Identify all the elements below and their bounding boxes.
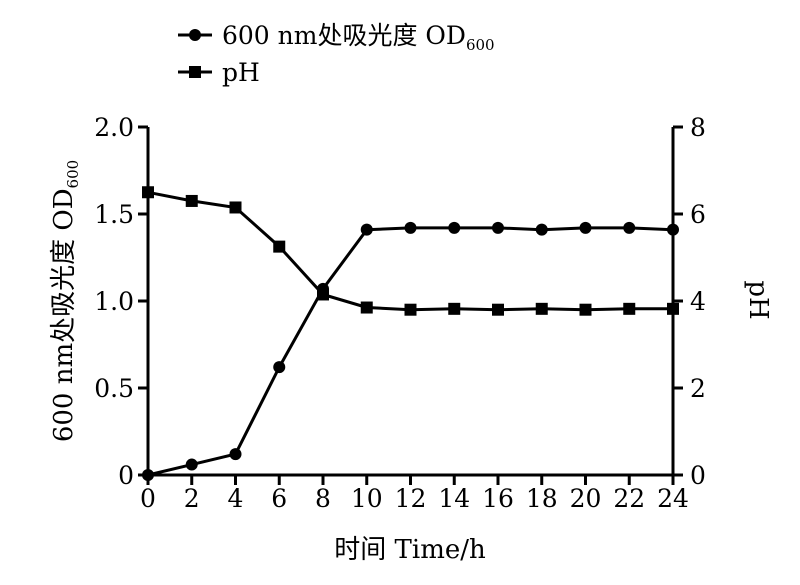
left-y-tick-label: 0 [118, 461, 134, 490]
od600-point [492, 221, 504, 234]
x-tick-label: 24 [657, 484, 689, 513]
ph-point [185, 194, 198, 207]
right-y-tick-label: 0 [690, 461, 706, 490]
legend-ph-label: pH [222, 58, 260, 87]
od600-point [448, 221, 461, 234]
x-tick-label: 18 [526, 484, 558, 513]
ph-point [579, 303, 592, 316]
x-tick-label: 8 [315, 484, 331, 513]
x-tick-label: 20 [570, 484, 602, 513]
od600-point [142, 469, 154, 481]
legend-od-label: 600 nm处吸光度 OD600 [222, 21, 495, 54]
series-group [142, 186, 679, 481]
od600-point [404, 221, 417, 234]
series-line-ph [147, 190, 673, 312]
ph-point [667, 302, 679, 315]
x-tick-label: 4 [228, 484, 244, 513]
od600-point [273, 361, 286, 374]
ph-point [404, 303, 417, 316]
legend-od-marker [189, 29, 201, 41]
ph-point [273, 240, 286, 253]
right-y-tick-label: 8 [690, 113, 706, 142]
legend-ph-marker [189, 66, 201, 78]
x-axis-title: 时间 Time/h [334, 535, 486, 565]
right-y-tick-label: 4 [690, 287, 706, 316]
od600-point [185, 458, 198, 471]
ph-point [142, 186, 154, 199]
legend: 600 nm处吸光度 OD600 pH [178, 21, 495, 87]
left-y-tick-label: 1.0 [94, 287, 134, 316]
ph-point [492, 303, 504, 316]
x-tick-label: 14 [438, 484, 470, 513]
right-y-axis-title: pH [743, 280, 773, 319]
x-tick-label: 2 [184, 484, 200, 513]
right-y-tick-label: 2 [690, 374, 706, 403]
x-tick-label: 22 [613, 484, 645, 513]
x-tick-label: 6 [271, 484, 287, 513]
ph-point [535, 302, 548, 315]
od600-point [360, 223, 373, 236]
right-y-tick-label: 6 [690, 200, 706, 229]
x-tick-label: 0 [140, 484, 156, 513]
od600-point [535, 223, 548, 236]
left-y-tick-label: 0.5 [94, 374, 134, 403]
ph-point [317, 288, 329, 301]
left-y-tick-label: 2.0 [94, 113, 134, 142]
ph-point [229, 201, 242, 214]
ph-point [360, 301, 373, 314]
left-y-tick-label: 1.5 [94, 200, 134, 229]
x-tick-label: 16 [482, 484, 514, 513]
x-tick-label: 10 [351, 484, 383, 513]
od600-point [579, 221, 592, 234]
ph-point [448, 302, 461, 315]
od600-point [667, 223, 679, 236]
ph-point [623, 302, 636, 315]
od600-point [229, 448, 242, 461]
x-tick-label: 12 [395, 484, 427, 513]
left-y-axis-title: 600 nm处吸光度 OD600 [49, 160, 82, 442]
series-line-od600 [147, 226, 674, 477]
od600-point [623, 221, 636, 234]
